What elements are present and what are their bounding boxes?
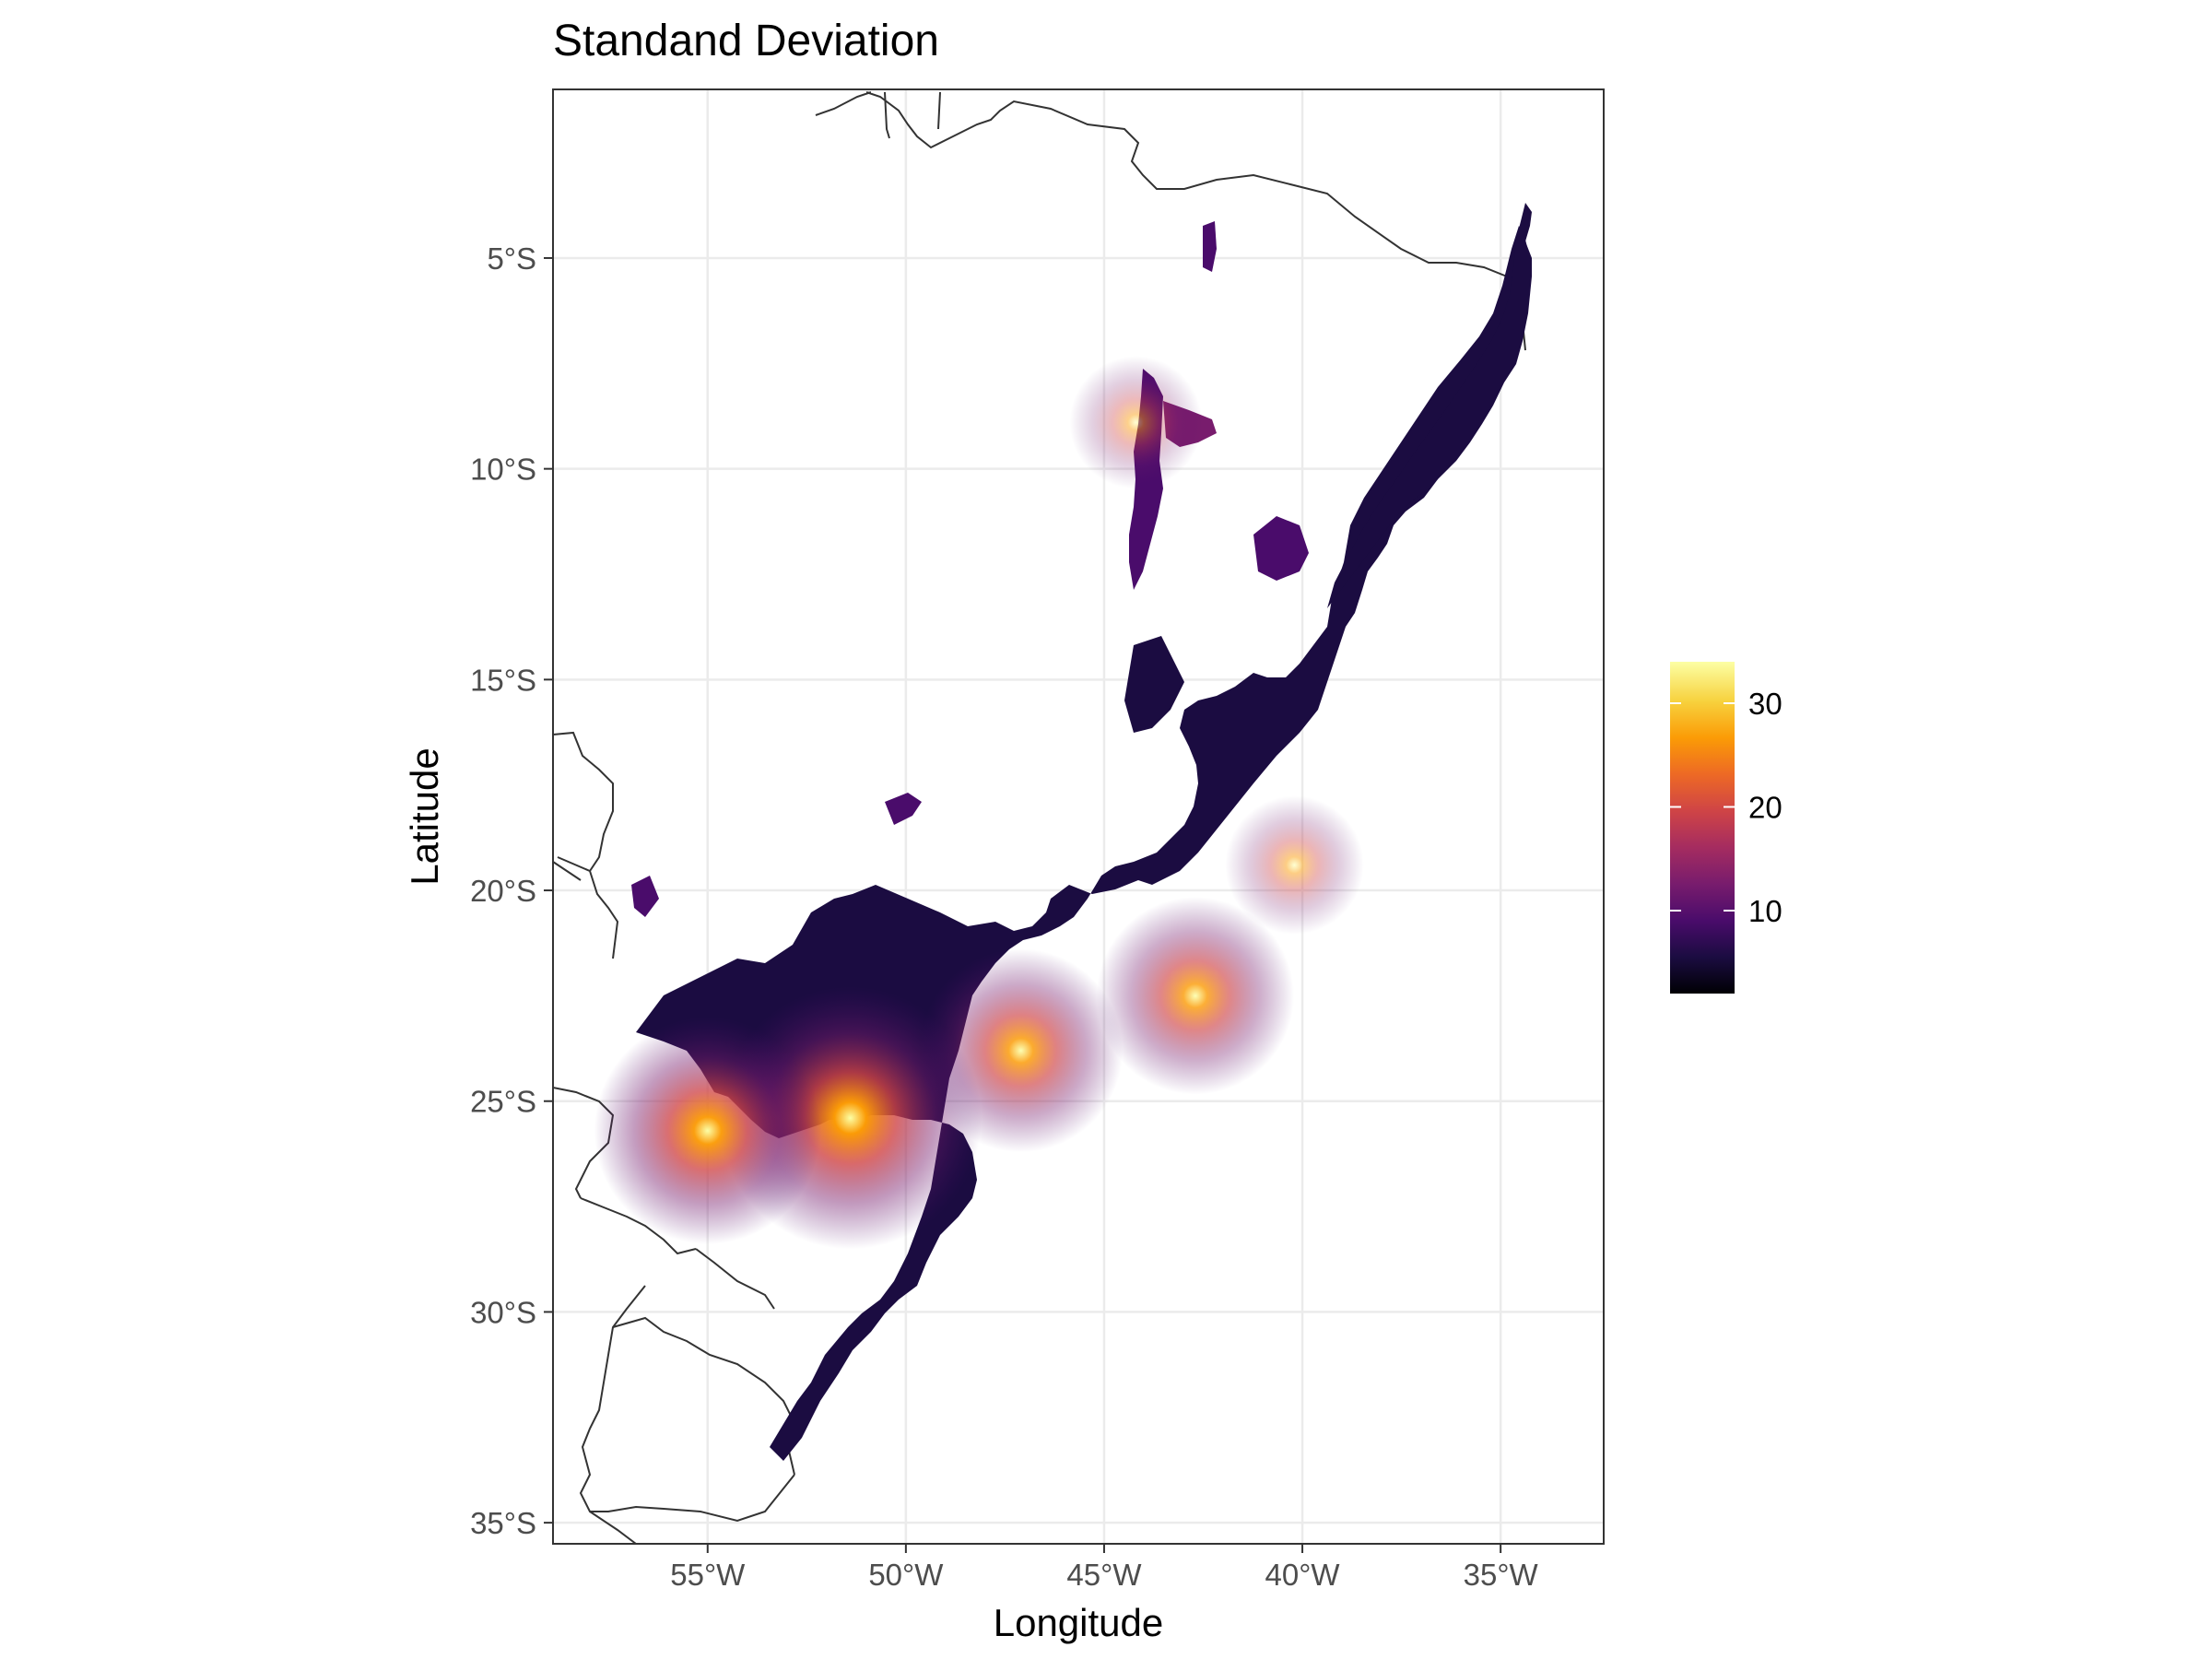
hotspot-layer xyxy=(594,356,1364,1250)
y-axis-title: Latitude xyxy=(403,747,446,885)
panel-border xyxy=(552,88,1605,1545)
legend-colorbar xyxy=(1670,662,1735,994)
legend-tick-label: 20 xyxy=(1748,791,1783,825)
legend: 10 20 30 xyxy=(1670,662,1783,994)
distribution-west-g xyxy=(631,876,659,917)
x-tick-label: 50°W xyxy=(868,1558,944,1592)
distribution-west-f xyxy=(885,793,922,825)
y-tick-label: 15°S xyxy=(470,663,536,697)
x-tick-label: 40°W xyxy=(1265,1558,1341,1592)
country-borders xyxy=(553,91,1526,1544)
grid-lines xyxy=(553,89,1604,1544)
x-tick-label: 55°W xyxy=(670,1558,746,1592)
y-tick-label: 25°S xyxy=(470,1085,536,1119)
distribution-north-coast xyxy=(1327,203,1532,608)
y-tick-label: 20°S xyxy=(470,874,536,908)
legend-tick-label: 10 xyxy=(1748,894,1783,928)
map-layer xyxy=(553,91,1532,1544)
hotspot xyxy=(1225,795,1364,935)
x-axis-title: Longitude xyxy=(994,1601,1164,1644)
distribution-inland-e xyxy=(1124,636,1184,733)
y-tick-label: 35°S xyxy=(470,1506,536,1540)
x-tick-label: 35°W xyxy=(1464,1558,1539,1592)
distribution-inland-c xyxy=(1253,516,1309,581)
legend-ticks: 10 20 30 xyxy=(1670,687,1783,928)
y-tick-label: 5°S xyxy=(487,241,536,276)
chart-title: Standand Deviation xyxy=(553,17,939,65)
hotspot xyxy=(1096,897,1295,1095)
x-tick-label: 45°W xyxy=(1066,1558,1142,1592)
y-tick-label: 30°S xyxy=(470,1295,536,1329)
distribution-inland-d xyxy=(1203,221,1217,272)
legend-tick-label: 30 xyxy=(1748,687,1783,721)
hotspot xyxy=(1069,356,1203,489)
hotspot xyxy=(919,948,1124,1153)
x-axis: 55°W 50°W 45°W 40°W 35°W xyxy=(670,1544,1539,1592)
y-tick-label: 10°S xyxy=(470,453,536,487)
plot-panel xyxy=(553,89,1604,1544)
hotspot xyxy=(594,1017,821,1244)
y-axis: 5°S 10°S 15°S 20°S 25°S 30°S 35°S xyxy=(470,241,553,1540)
